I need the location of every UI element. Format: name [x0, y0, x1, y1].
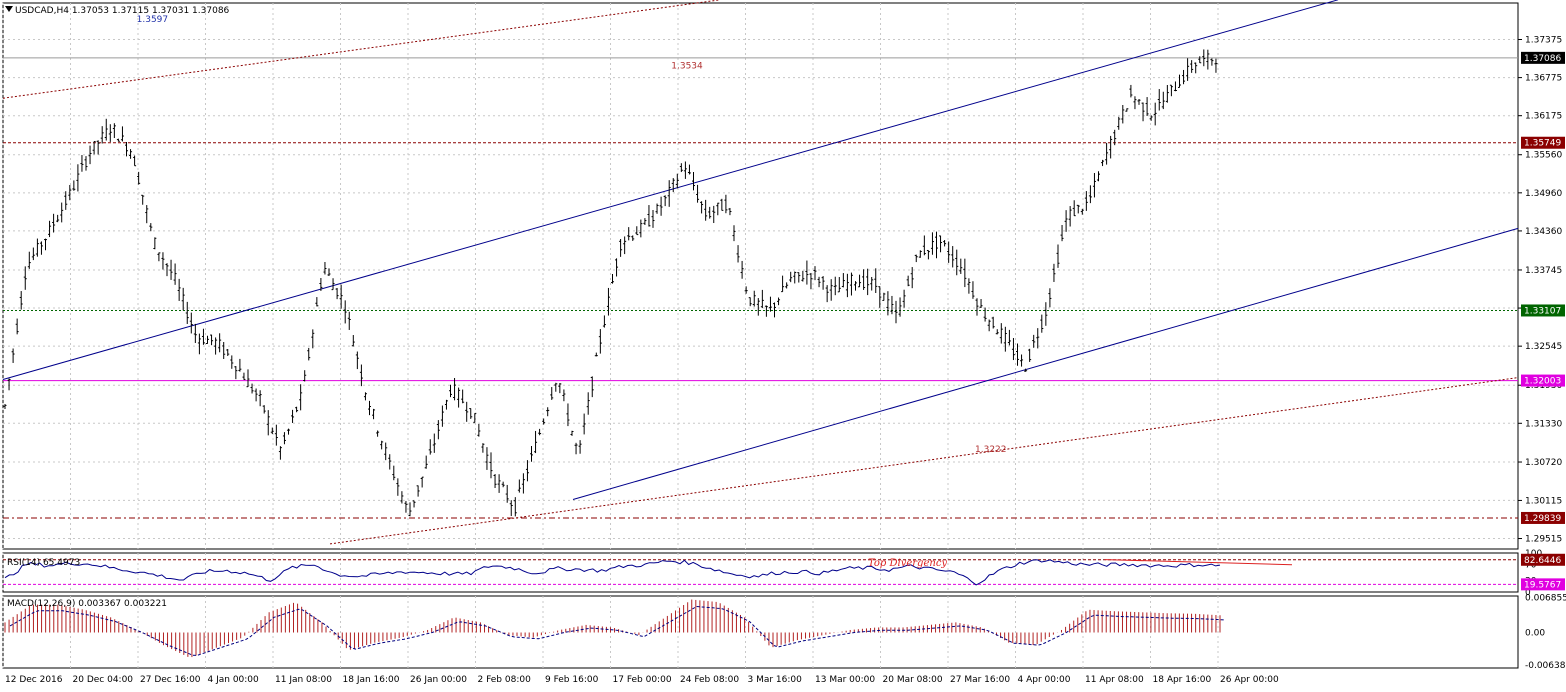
time-tick-label: 27 Mar 16:00 — [950, 675, 1010, 685]
time-tick-label: 4 Jan 00:00 — [208, 675, 260, 685]
rsi-line — [4, 559, 1221, 586]
collapse-arrow-icon[interactable] — [5, 6, 13, 12]
time-tick-label: 26 Jan 00:00 — [410, 675, 467, 685]
price-tick-label: 1.33745 — [1525, 266, 1562, 276]
price-levels — [3, 57, 1518, 585]
price-badge — [1521, 304, 1565, 317]
rsi-badge-label: 19.5767 — [1524, 580, 1561, 590]
price-tick-label: 1.30115 — [1525, 496, 1562, 506]
rsi-tick-label: 0 — [1525, 588, 1531, 598]
trend-lines[interactable] — [2, 0, 1519, 545]
rsi-badge — [1521, 578, 1565, 591]
time-tick-label: 27 Dec 16:00 — [140, 675, 201, 685]
price-tick-label: 1.34360 — [1525, 227, 1562, 237]
time-tick-label: 13 Mar 00:00 — [815, 675, 875, 685]
time-tick-label: 4 Apr 00:00 — [1018, 675, 1071, 685]
price-tick-label: 1.35560 — [1525, 151, 1562, 161]
time-tick-label: 20 Dec 04:00 — [73, 675, 134, 685]
time-tick-label: 20 Mar 08:00 — [883, 675, 943, 685]
price-badge-label: 1.29839 — [1524, 514, 1561, 524]
price-badge-label: 1.32003 — [1524, 377, 1561, 387]
price-badge-label: 1.37086 — [1524, 54, 1561, 64]
time-tick-label: 12 Dec 2016 — [5, 675, 63, 685]
macd-signal-line — [9, 605, 1226, 656]
price-tick-label: 1.36775 — [1525, 74, 1562, 84]
price-annotation: 1.3597 — [137, 15, 169, 25]
divergence-line — [1104, 559, 1293, 566]
macd-label: MACD(12,26,9) 0.003367 0.003221 — [7, 599, 167, 609]
price-tick-label: 1.36175 — [1525, 112, 1562, 122]
price-badge — [1521, 136, 1565, 149]
trend-line — [2, 0, 1339, 380]
price-badge — [1521, 51, 1565, 64]
rsi-badge-label: 82.6446 — [1524, 556, 1561, 566]
rsi-series — [4, 559, 1293, 586]
price-tick-label: 1.37375 — [1525, 36, 1562, 46]
time-tick-label: 26 Apr 00:00 — [1220, 675, 1279, 685]
macd-tick-label: -0.006382 — [1525, 661, 1566, 671]
rsi-badge — [1521, 553, 1565, 566]
price-panel — [2, 2, 1519, 550]
price-tick-label: 1.34960 — [1525, 189, 1562, 199]
price-badge — [1521, 374, 1565, 387]
price-badge-label: 1.33107 — [1524, 306, 1561, 316]
price-tick-label: 1.30720 — [1525, 458, 1562, 468]
macd-tick-label: 0.00 — [1525, 629, 1545, 639]
time-tick-label: 24 Feb 08:00 — [680, 675, 739, 685]
time-tick-label: 17 Feb 00:00 — [613, 675, 672, 685]
time-tick-label: 11 Apr 08:00 — [1085, 675, 1144, 685]
price-annotation: 1.3534 — [671, 61, 703, 71]
divergence-note: Top Divergency — [868, 558, 947, 569]
price-bars — [3, 49, 1218, 517]
time-tick-label: 18 Apr 16:00 — [1153, 675, 1212, 685]
price-tick-label: 1.29515 — [1525, 535, 1562, 545]
trend-line — [572, 227, 1519, 500]
macd-series — [4, 599, 1226, 658]
time-tick-label: 2 Feb 08:00 — [478, 675, 532, 685]
macd-tick-label: 0.006855 — [1525, 594, 1566, 604]
price-annotation: 1.3222 — [975, 445, 1007, 455]
trend-line — [2, 0, 721, 99]
rsi-label: RSI(14) 65.4973 — [7, 558, 80, 568]
price-tick-label: 1.32545 — [1525, 342, 1562, 352]
symbol-label: USDCAD,H4 1.37053 1.37115 1.37031 1.3708… — [15, 6, 230, 16]
price-tick-label: 1.31330 — [1525, 419, 1562, 429]
time-tick-label: 11 Jan 08:00 — [275, 675, 332, 685]
price-badge — [1521, 511, 1565, 524]
axes: 12 Dec 2016 20 Dec 04:00 27 Dec 16:00 4 Jan… — [5, 15, 1566, 685]
time-tick-label: 9 Feb 16:00 — [545, 675, 599, 685]
price-badge-label: 1.35749 — [1524, 139, 1561, 149]
grid — [2, 3, 1518, 668]
time-tick-label: 3 Mar 16:00 — [748, 675, 803, 685]
time-tick-label: 18 Jan 16:00 — [343, 675, 400, 685]
